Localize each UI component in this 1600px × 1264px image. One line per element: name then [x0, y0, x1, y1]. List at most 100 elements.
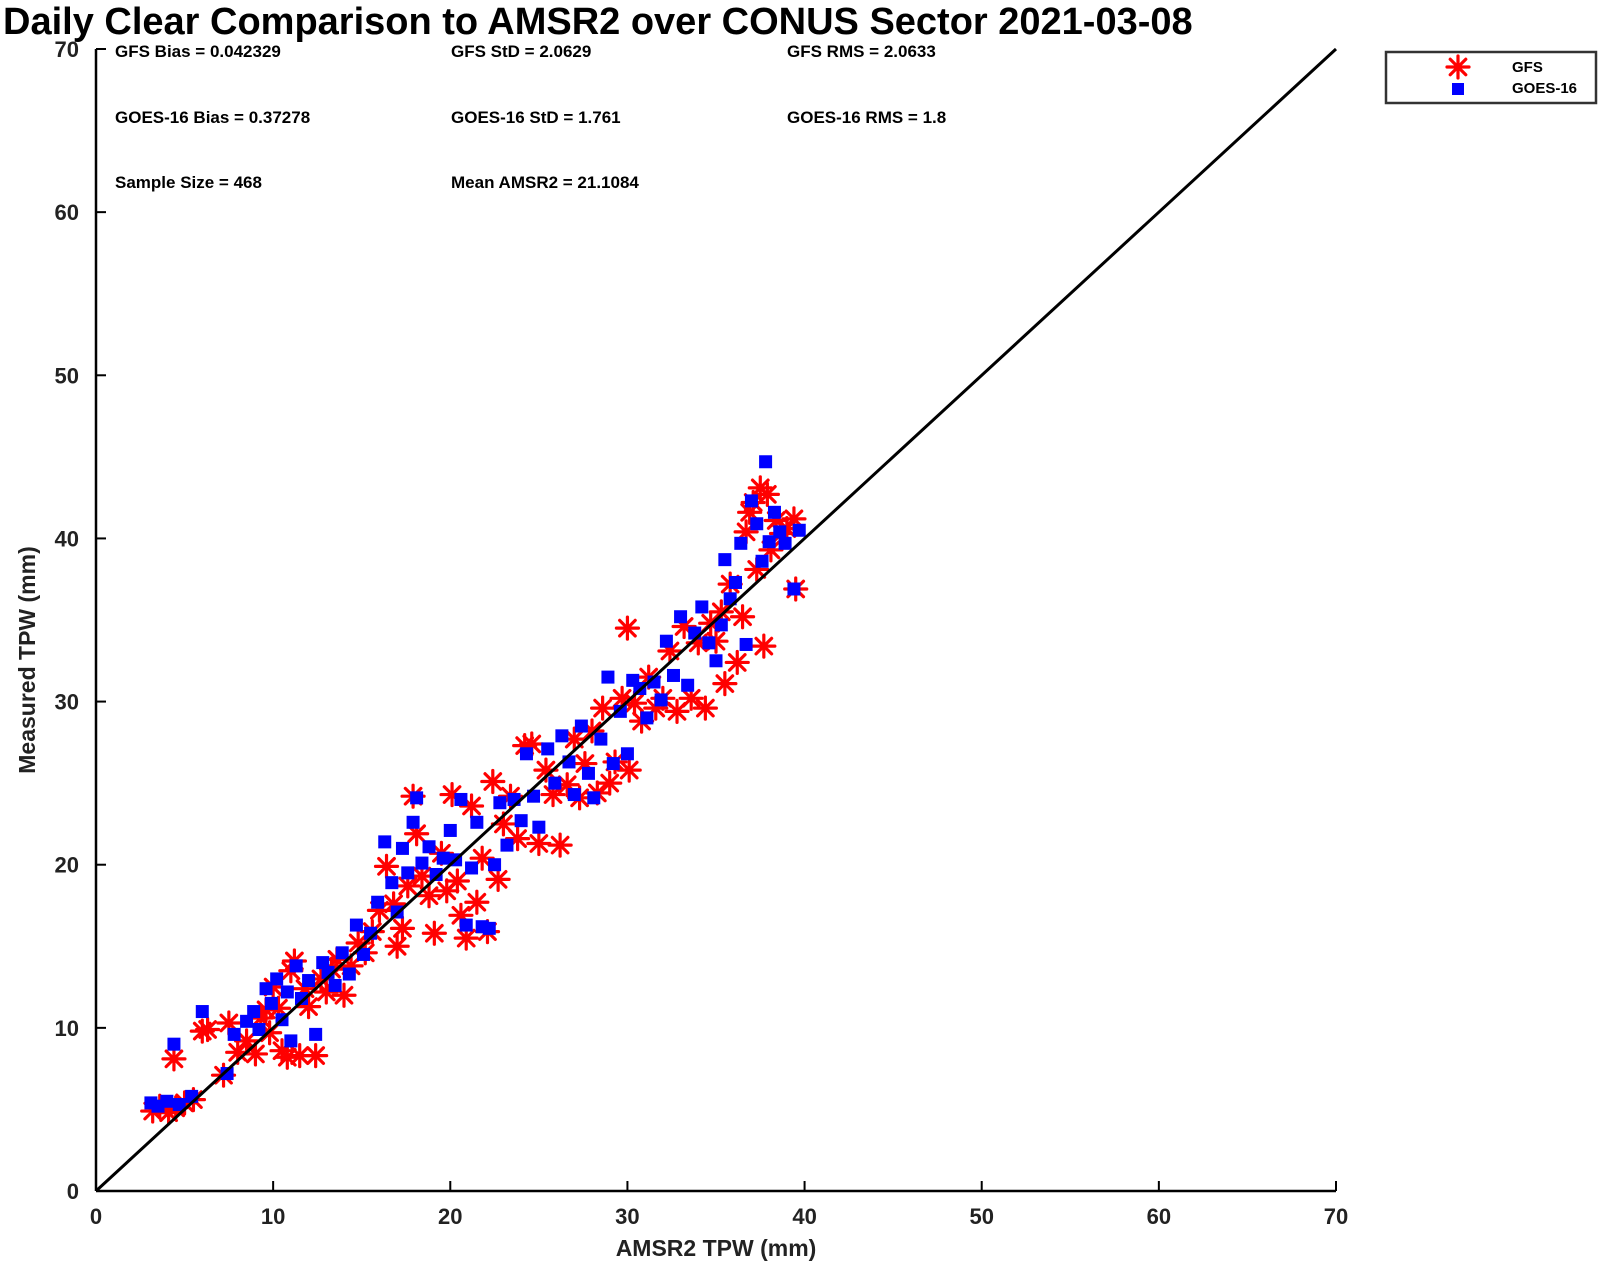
- goes-16-point: [406, 815, 420, 829]
- goes-16-point: [465, 861, 479, 875]
- goes-16-point: [640, 711, 654, 725]
- gfs-point: [729, 604, 756, 630]
- goes-16-point: [767, 505, 781, 519]
- goes-16-point: [289, 959, 303, 973]
- goes-16-point: [744, 494, 758, 508]
- goes-16-point: [548, 776, 562, 790]
- goes-16-point: [714, 618, 728, 632]
- y-tick-label: 50: [55, 363, 79, 388]
- goes-16-point: [519, 747, 533, 761]
- goes-16-point: [371, 895, 385, 909]
- stat-mean-amsr2: Mean AMSR2 = 21.1084: [451, 173, 639, 192]
- stat-goes-std: GOES-16 StD = 1.761: [451, 108, 621, 127]
- gfs-point: [195, 1016, 221, 1043]
- stat-goes-rms: GOES-16 RMS = 1.8: [787, 108, 946, 127]
- goes-16-point: [335, 946, 349, 960]
- x-tick-label: 30: [615, 1204, 639, 1229]
- goes-16-point: [792, 523, 806, 537]
- goes-16-point: [734, 536, 748, 550]
- goes-16-point: [500, 838, 514, 852]
- chart-title: Daily Clear Comparison to AMSR2 over CON…: [3, 1, 1193, 43]
- legend-asterisk: [1445, 54, 1471, 80]
- x-tick-label: 20: [438, 1204, 462, 1229]
- goes-16-point: [316, 956, 330, 970]
- goes-16-point: [488, 858, 502, 872]
- goes-16-point: [555, 729, 569, 743]
- gfs-point: [303, 1042, 329, 1069]
- gfs-point: [389, 915, 416, 941]
- gfs-point: [724, 649, 750, 676]
- gfs-point: [485, 866, 511, 892]
- goes-16-point: [695, 600, 709, 614]
- gfs-point: [590, 695, 616, 721]
- goes-16-point: [674, 610, 688, 624]
- goes-16-point: [606, 757, 620, 771]
- y-tick-label: 20: [55, 853, 79, 878]
- goes-16-point: [220, 1067, 234, 1081]
- goes-16-point: [666, 668, 680, 682]
- y-tick-label: 30: [55, 690, 79, 715]
- goes-16-point: [328, 978, 342, 992]
- goes-16-point: [294, 991, 308, 1005]
- goes-16-point: [227, 1027, 241, 1041]
- goes-16-point: [787, 582, 801, 596]
- goes-16-point: [514, 814, 528, 828]
- goes-16-point: [195, 1005, 209, 1019]
- goes-16-point: [401, 866, 415, 880]
- goes-16-point: [252, 1022, 266, 1036]
- x-axis-label: AMSR2 TPW (mm): [616, 1235, 817, 1261]
- one-to-one-line: [94, 47, 1338, 1193]
- y-tick-label: 0: [67, 1179, 79, 1204]
- x-tick-label: 50: [969, 1204, 993, 1229]
- goes-16-point: [728, 575, 742, 589]
- gfs-point: [421, 920, 447, 946]
- goes-16-point: [395, 841, 409, 855]
- goes-16-point: [247, 1005, 261, 1019]
- goes-16-point: [264, 996, 278, 1010]
- goes-16-point: [284, 1034, 298, 1048]
- goes-16-point: [422, 840, 436, 854]
- legend-gfs-marker-icon: [1445, 54, 1471, 80]
- gfs-point: [480, 768, 506, 795]
- gfs-point: [444, 868, 470, 894]
- goes-16-point: [470, 815, 484, 829]
- goes-16-point: [356, 947, 370, 961]
- goes-16-point: [160, 1094, 174, 1108]
- gfs-point: [464, 889, 490, 915]
- goes-16-point: [482, 921, 496, 935]
- gfs-point: [242, 1041, 269, 1067]
- goes-16-point: [349, 918, 363, 932]
- goes-16-point: [574, 719, 588, 733]
- goes-16-point: [378, 835, 392, 849]
- gfs-point: [708, 599, 734, 625]
- legend-gfs-label: GFS: [1512, 59, 1543, 76]
- gfs-point: [754, 481, 780, 507]
- stat-gfs-bias: GFS Bias = 0.042329: [115, 42, 281, 61]
- gfs-point: [505, 826, 531, 852]
- goes-16-point: [581, 766, 595, 780]
- gfs-point: [751, 633, 777, 659]
- goes-16-point: [702, 636, 716, 650]
- y-tick-label: 60: [55, 200, 79, 225]
- goes-16-point: [342, 967, 356, 981]
- x-tick-label: 60: [1147, 1204, 1171, 1229]
- goes-16-point: [302, 974, 316, 988]
- goes-16-point: [410, 791, 424, 805]
- stat-goes-bias: GOES-16 Bias = 0.37278: [115, 108, 310, 127]
- goes-16-point: [309, 1027, 323, 1041]
- goes-16-point: [454, 792, 468, 806]
- legend: GFS GOES-16: [1384, 50, 1598, 105]
- gfs-point: [161, 1046, 187, 1072]
- stat-gfs-rms: GFS RMS = 2.0633: [787, 42, 936, 61]
- goes-16-point: [778, 536, 792, 550]
- legend-goes-label: GOES-16: [1512, 80, 1577, 97]
- x-tick-label: 40: [792, 1204, 816, 1229]
- x-tick-label: 0: [90, 1204, 102, 1229]
- goes-16-point: [654, 693, 668, 707]
- gfs-point: [597, 770, 623, 796]
- goes-16-point: [739, 637, 753, 651]
- y-tick-label: 70: [55, 37, 79, 62]
- gfs-point: [547, 832, 573, 858]
- stat-sample-size: Sample Size = 468: [115, 173, 262, 192]
- goes-16-point: [613, 704, 627, 718]
